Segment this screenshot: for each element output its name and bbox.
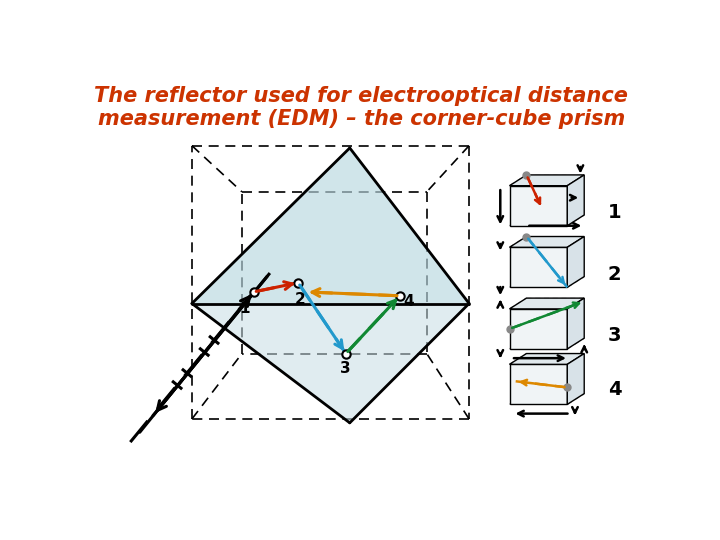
Polygon shape (510, 364, 567, 404)
Text: 1: 1 (240, 301, 250, 316)
Text: 4: 4 (608, 380, 621, 399)
Polygon shape (567, 354, 584, 404)
Polygon shape (510, 237, 584, 247)
Text: measurement (EDM) – the corner-cube prism: measurement (EDM) – the corner-cube pris… (98, 110, 625, 130)
Polygon shape (567, 298, 584, 349)
Text: 3: 3 (340, 361, 351, 376)
Text: 3: 3 (608, 326, 621, 346)
Polygon shape (510, 175, 584, 186)
Polygon shape (510, 298, 584, 309)
Polygon shape (510, 247, 567, 287)
Text: The reflector used for electrooptical distance: The reflector used for electrooptical di… (94, 86, 629, 106)
Text: 4: 4 (404, 294, 414, 309)
Polygon shape (510, 309, 567, 349)
Text: 2: 2 (608, 265, 621, 284)
Text: 1: 1 (608, 203, 621, 222)
Text: 2: 2 (295, 292, 306, 307)
Polygon shape (192, 303, 469, 423)
Polygon shape (192, 148, 469, 303)
Polygon shape (567, 237, 584, 287)
Polygon shape (510, 186, 567, 226)
Polygon shape (510, 354, 584, 364)
Polygon shape (567, 175, 584, 226)
